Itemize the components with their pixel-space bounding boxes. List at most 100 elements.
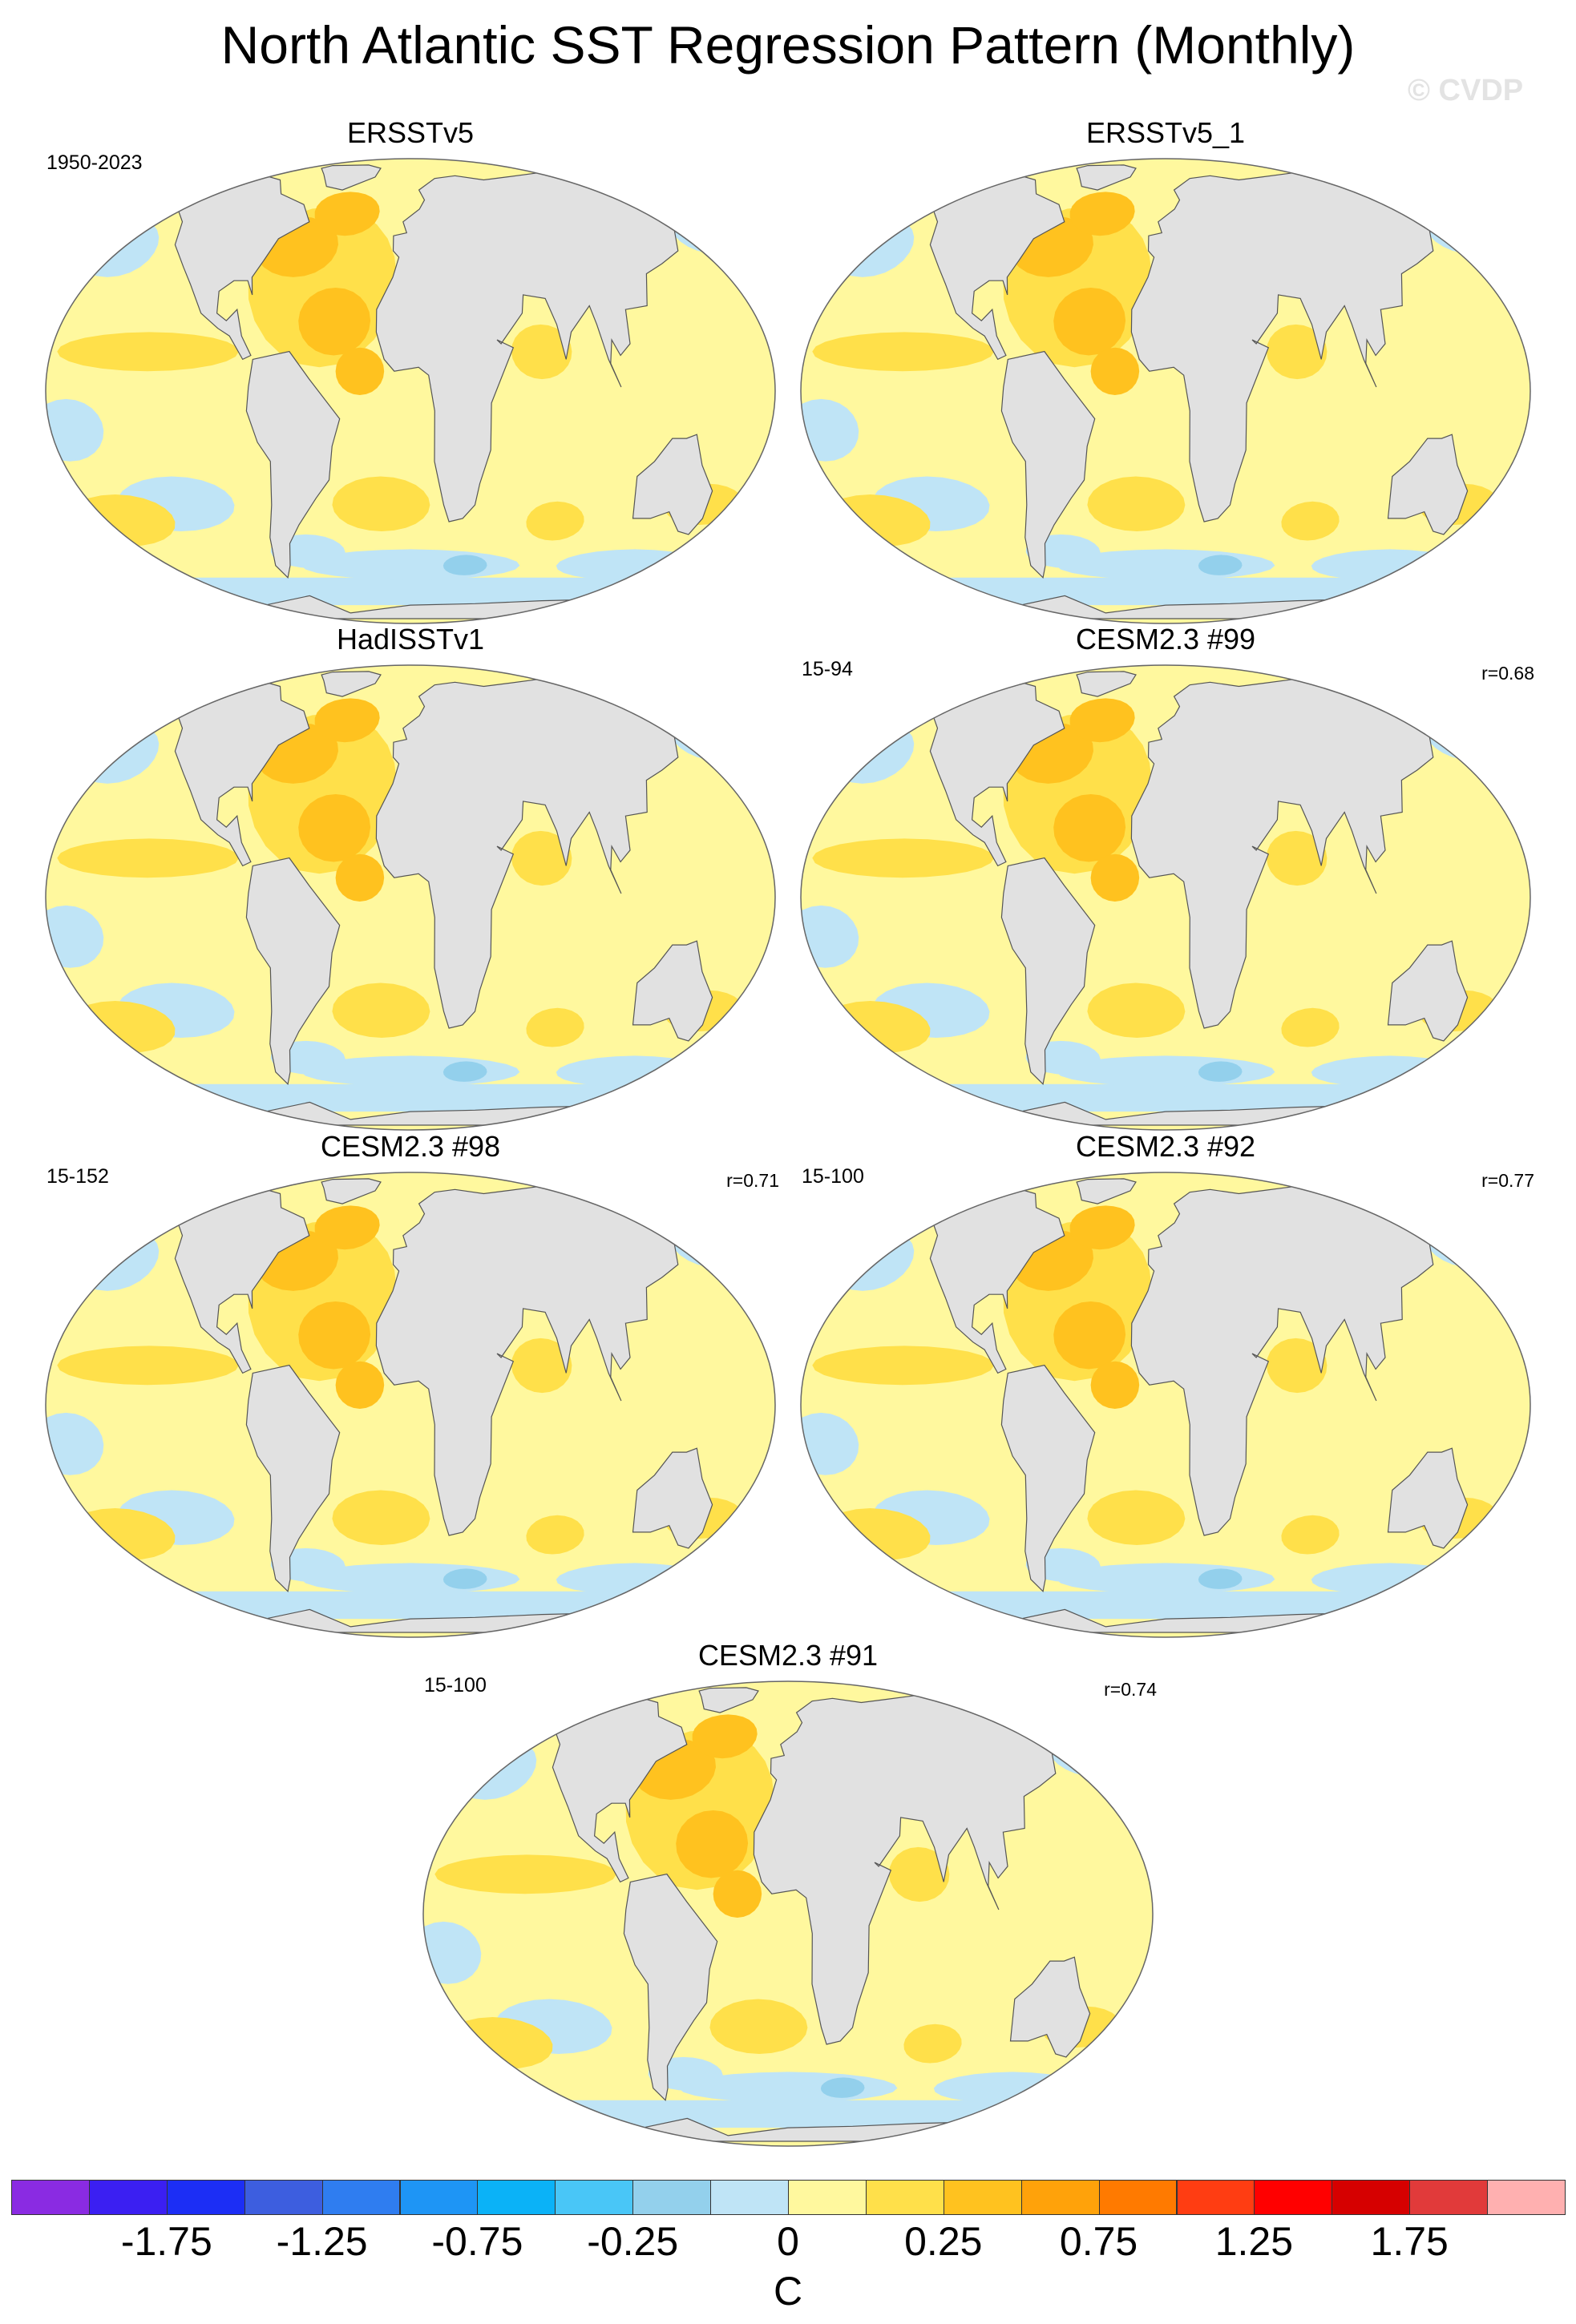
panel-title: CESM2.3 #99 <box>1075 623 1256 656</box>
cool-anomaly-region <box>1198 555 1243 575</box>
land-mass <box>632 1447 713 1549</box>
panel-title: CESM2.3 #91 <box>697 1639 879 1672</box>
panel-title: HadISSTv1 <box>336 623 485 656</box>
cool-anomaly-region <box>847 1230 887 1259</box>
warm-anomaly-region <box>526 1515 584 1555</box>
colorbar-box <box>244 2180 323 2215</box>
warm-anomaly-region <box>57 332 239 372</box>
panel-title: ERSSTv5 <box>346 116 475 149</box>
warm-anomaly-region <box>1053 288 1126 356</box>
cool-anomaly-region <box>91 1083 730 1112</box>
colorbar-box <box>710 2180 789 2215</box>
warm-anomaly-region <box>1090 853 1140 902</box>
colorbar-box <box>943 2180 1022 2215</box>
sst-map <box>800 158 1531 624</box>
warm-anomaly-region <box>57 1346 239 1386</box>
land-mass <box>1076 671 1137 697</box>
warm-anomaly-region <box>298 794 371 862</box>
warm-anomaly-region <box>812 1346 994 1386</box>
period-label: 15-100 <box>802 1165 864 1188</box>
panel-title: CESM2.3 #98 <box>320 1130 501 1163</box>
cvdp-watermark: © CVDP <box>1408 74 1524 107</box>
colorbar-box <box>632 2180 712 2215</box>
period-label: 15-152 <box>46 1165 109 1188</box>
warm-anomaly-region <box>1266 1338 1327 1394</box>
sst-map <box>45 158 776 624</box>
land-mass <box>753 1691 1093 2045</box>
colorbar-tick-label: -1.25 <box>276 2219 368 2264</box>
cool-anomaly-region <box>846 577 1485 606</box>
warm-anomaly-region <box>1281 501 1340 541</box>
correlation-label: r=0.68 <box>1481 663 1534 684</box>
warm-anomaly-region <box>526 501 584 541</box>
period-label: 15-94 <box>802 658 853 680</box>
colorbar-units: C <box>773 2269 803 2314</box>
map-panel-ersstv5-1: ERSSTv5_1 <box>797 116 1534 629</box>
colorbar-tick-label: 0.25 <box>904 2219 983 2264</box>
map-panel-cesm2-3-92: CESM2.3 #92 15-100 r=0.77 <box>797 1130 1534 1643</box>
land-mass <box>321 1178 382 1204</box>
map-outline <box>45 1172 776 1638</box>
cool-anomaly-region <box>820 2077 865 2098</box>
warm-anomaly-region <box>1090 1361 1140 1409</box>
land-mass <box>245 1364 341 1593</box>
land-mass <box>245 857 341 1086</box>
land-mass <box>632 434 713 535</box>
cool-anomaly-region <box>92 216 132 245</box>
warm-anomaly-region <box>298 1301 371 1370</box>
cool-anomaly-region <box>1198 1568 1243 1589</box>
warm-anomaly-region <box>1266 324 1327 380</box>
warm-anomaly-region <box>1090 347 1140 395</box>
cool-anomaly-region <box>847 723 887 752</box>
warm-anomaly-region <box>314 698 380 743</box>
land-mass <box>127 680 310 867</box>
colorbar-box <box>555 2180 634 2215</box>
warm-anomaly-region <box>332 476 430 531</box>
warm-anomaly-region <box>332 1490 430 1545</box>
cool-anomaly-region <box>92 1230 132 1259</box>
land-mass <box>623 1873 718 2102</box>
map-outline <box>800 1172 1531 1638</box>
land-mass <box>1000 1364 1096 1593</box>
warm-anomaly-region <box>903 2023 962 2064</box>
land-mass <box>321 671 382 697</box>
colorbar-tick-label: 1.25 <box>1214 2219 1294 2264</box>
period-label: 1950-2023 <box>46 151 143 174</box>
colorbar-box <box>11 2180 90 2215</box>
sst-map <box>45 664 776 1131</box>
warm-anomaly-region <box>676 1810 749 1878</box>
cool-anomaly-region <box>1198 1061 1243 1082</box>
panel-title: ERSSTv5_1 <box>1085 116 1246 149</box>
colorbar-box <box>1409 2180 1489 2215</box>
land-mass <box>1130 675 1470 1029</box>
land-mass <box>1387 940 1469 1042</box>
warm-anomaly-region <box>298 288 371 356</box>
warm-anomaly-region <box>335 853 385 902</box>
map-outline <box>45 664 776 1131</box>
map-outline <box>800 158 1531 624</box>
warm-anomaly-region <box>434 1854 616 1894</box>
land-mass <box>882 1188 1065 1374</box>
cool-anomaly-region <box>442 1568 487 1589</box>
land-mass <box>1387 1447 1469 1549</box>
warm-anomaly-region <box>511 1338 572 1394</box>
land-mass <box>1009 1956 1091 2058</box>
colorbar-tick-label: 1.75 <box>1370 2219 1449 2264</box>
land-mass <box>375 1182 715 1536</box>
warm-anomaly-region <box>1069 192 1135 236</box>
map-outline <box>45 158 776 624</box>
cool-anomaly-region <box>846 1591 1485 1620</box>
sst-map <box>45 1172 776 1638</box>
colorbar-box <box>1332 2180 1411 2215</box>
warm-anomaly-region <box>57 838 239 878</box>
land-mass <box>504 1697 688 1883</box>
cool-anomaly-region <box>847 216 887 245</box>
cool-anomaly-region <box>442 1061 487 1082</box>
map-panel-cesm2-3-99: CESM2.3 #99 15-94 r=0.68 <box>797 623 1534 1136</box>
warm-anomaly-region <box>511 830 572 886</box>
warm-anomaly-region <box>511 324 572 380</box>
cool-anomaly-region <box>91 1591 730 1620</box>
warm-anomaly-region <box>812 332 994 372</box>
colorbar-tick-label: 0 <box>777 2219 799 2264</box>
cool-anomaly-region <box>846 1083 1485 1112</box>
